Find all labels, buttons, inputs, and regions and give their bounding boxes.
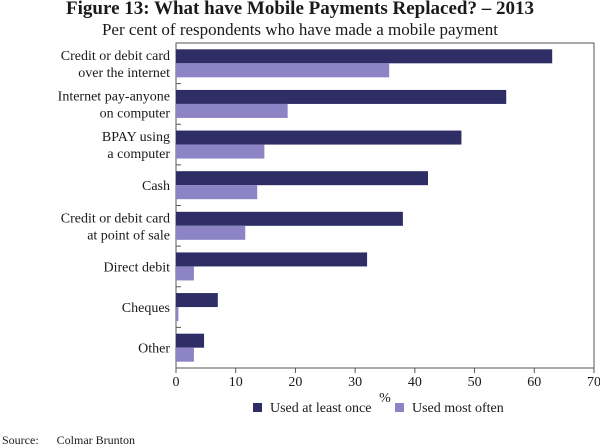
bar-used-most-often — [176, 103, 288, 118]
category-label: Internet pay-anyone — [58, 89, 170, 104]
category-label: Other — [138, 342, 170, 357]
category-label: Cheques — [122, 301, 170, 316]
category-label: Credit or debit card — [61, 211, 170, 226]
x-tick-label: 60 — [527, 375, 541, 390]
source-label: Source: — [2, 433, 39, 447]
source-text: Colmar Brunton — [56, 433, 135, 447]
legend-swatch — [253, 403, 262, 412]
bar-used-at-least-once — [176, 171, 428, 186]
category-label: on computer — [100, 106, 171, 121]
legend-label: Used at least once — [270, 401, 371, 416]
x-tick-label: 30 — [348, 375, 362, 390]
bar-used-most-often — [176, 185, 258, 200]
bar-used-most-often — [176, 63, 390, 78]
legend-swatch — [395, 403, 404, 412]
category-label: Direct debit — [104, 260, 171, 275]
chart-title: Figure 13: What have Mobile Payments Rep… — [66, 0, 534, 19]
x-axis-label: % — [379, 391, 391, 406]
x-tick-label: 70 — [587, 375, 600, 390]
x-tick-label: 0 — [173, 375, 180, 390]
bar-used-most-often — [176, 225, 246, 240]
category-label: Cash — [142, 179, 170, 194]
bar-used-at-least-once — [176, 211, 403, 226]
category-label: a computer — [107, 147, 170, 162]
bar-used-at-least-once — [176, 293, 218, 308]
source-note: Source: Colmar Brunton — [2, 433, 135, 448]
category-label: Credit or debit card — [61, 49, 170, 64]
bar-used-most-often — [176, 307, 179, 322]
chart-subtitle: Per cent of respondents who have made a … — [101, 20, 499, 39]
bar-used-at-least-once — [176, 130, 462, 145]
category-label: at point of sale — [87, 228, 170, 243]
bar-used-at-least-once — [176, 333, 205, 348]
bar-used-most-often — [176, 266, 194, 281]
bar-used-at-least-once — [176, 49, 553, 64]
bar-used-most-often — [176, 144, 265, 159]
legend-label: Used most often — [412, 401, 504, 416]
x-tick-label: 50 — [468, 375, 482, 390]
x-tick-label: 40 — [408, 375, 422, 390]
category-label: BPAY using — [102, 130, 170, 145]
x-tick-label: 20 — [288, 375, 302, 390]
x-tick-label: 10 — [229, 375, 243, 390]
bar-used-at-least-once — [176, 252, 368, 267]
category-label: over the internet — [78, 66, 170, 81]
bar-used-most-often — [176, 347, 194, 362]
bar-used-at-least-once — [176, 89, 507, 104]
